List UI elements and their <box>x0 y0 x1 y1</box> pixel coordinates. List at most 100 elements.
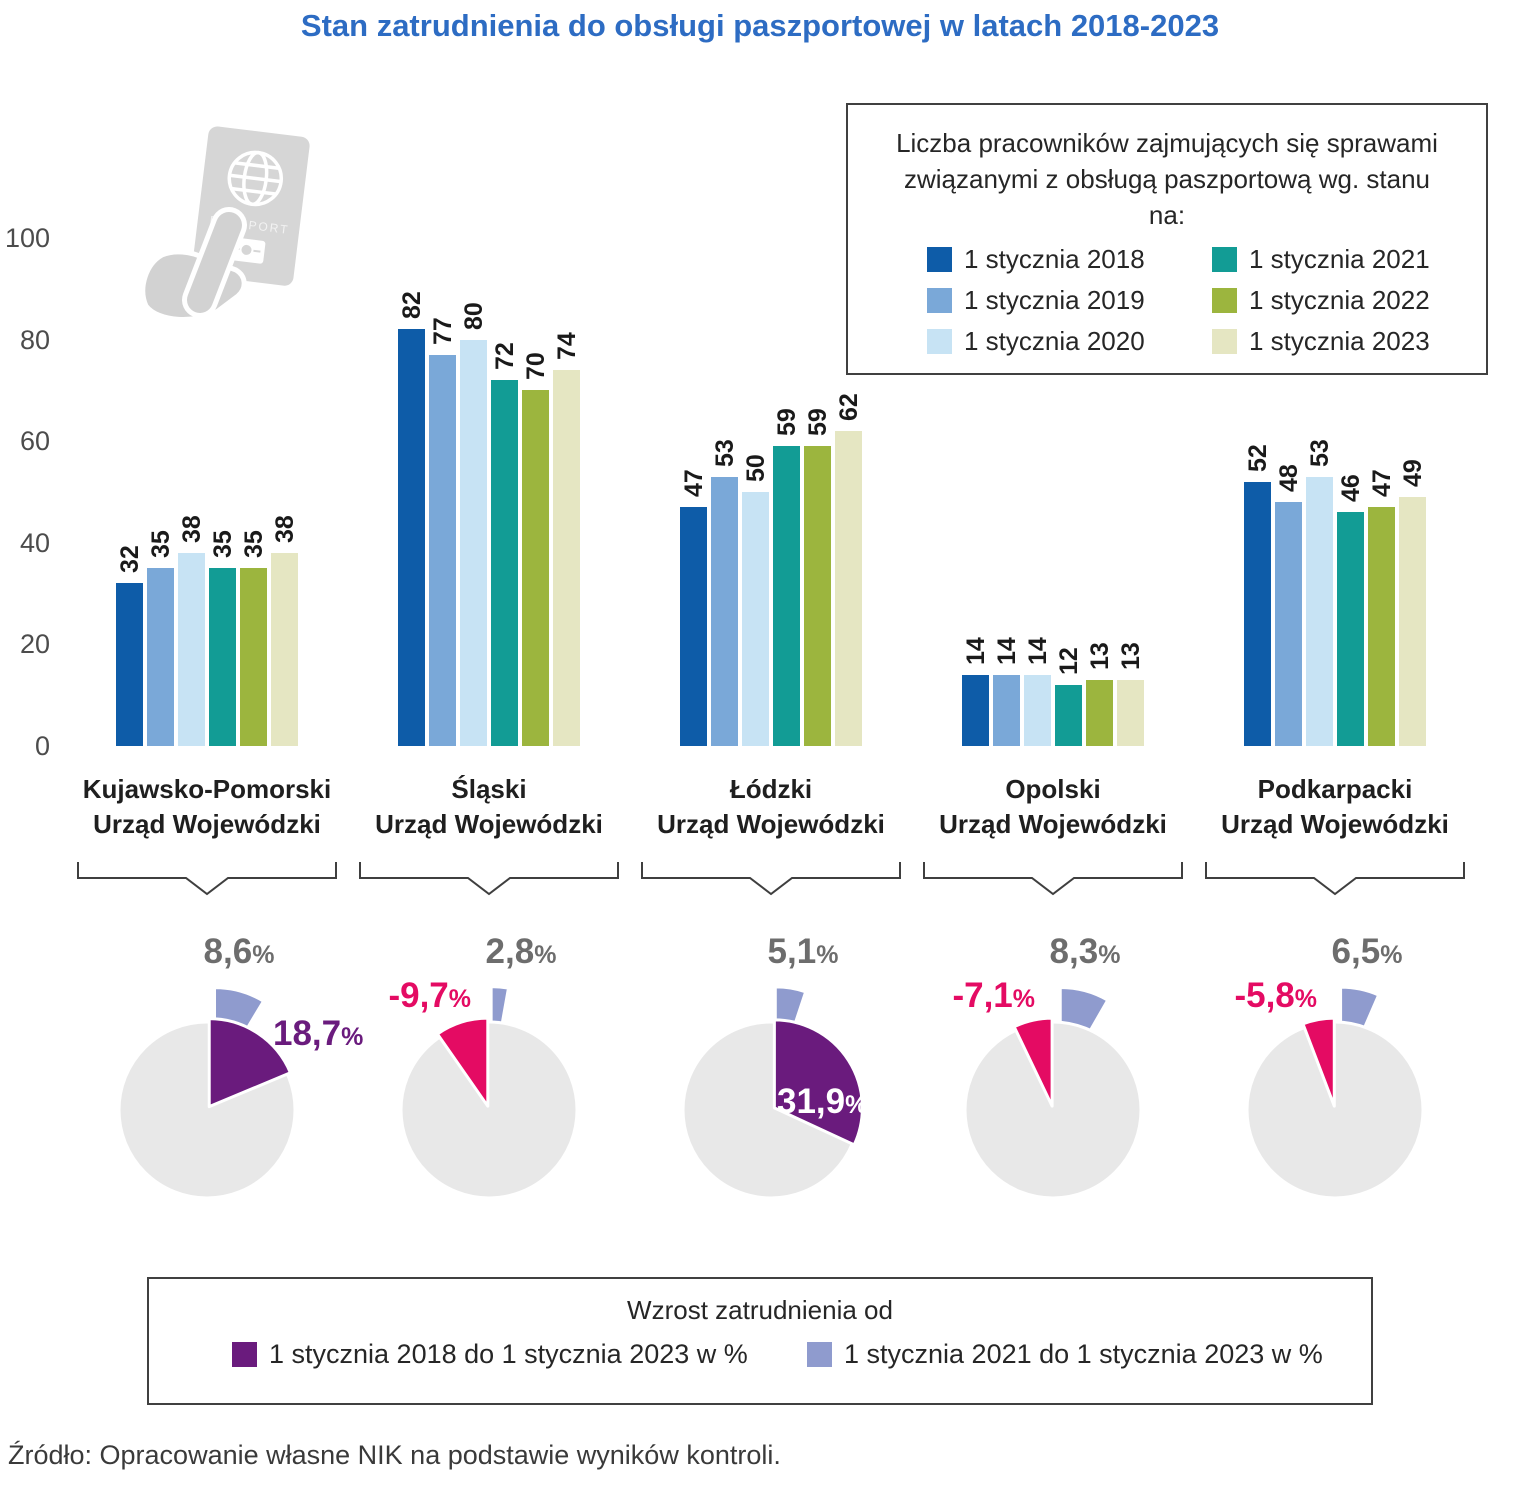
group-brace-icon <box>641 862 901 896</box>
legend-item-label: 1 stycznia 2022 <box>1249 285 1430 315</box>
pie-percent-value: 31,9 <box>777 1082 846 1121</box>
bar-value-label: 38 <box>270 515 299 543</box>
bar-value-label: 47 <box>679 469 708 498</box>
bar <box>1244 481 1271 746</box>
y-axis-tick: 60 <box>19 426 50 457</box>
group-brace-path <box>77 862 337 896</box>
bar-value-label: 38 <box>177 515 206 543</box>
bar-value-label: 53 <box>710 438 739 467</box>
bar-value-label: 14 <box>1023 637 1052 665</box>
bar <box>1086 679 1113 746</box>
bar <box>147 568 174 746</box>
legend-item-label: 1 stycznia 2019 <box>964 285 1145 315</box>
growth-legend-item-label: 1 stycznia 2021 do 1 stycznia 2023 w % <box>844 1339 1323 1369</box>
bar <box>522 390 549 746</box>
bar <box>460 339 487 746</box>
category-label-line: Urząd Wojewódzki <box>1221 809 1449 839</box>
bar-value-label: 50 <box>741 454 770 482</box>
bar <box>178 552 205 746</box>
legend-swatch <box>1212 329 1237 354</box>
bar-value-label: 48 <box>1274 464 1303 493</box>
category-label: Opolski Urząd Wojewódzki <box>893 772 1213 842</box>
pie-percent-value: 18,7 <box>273 1014 342 1053</box>
bar <box>1306 476 1333 746</box>
bar <box>742 492 769 746</box>
bar-value-label: 35 <box>208 530 237 559</box>
bar <box>711 476 738 746</box>
group-brace-icon <box>1205 862 1465 896</box>
bar-value-label: 32 <box>115 545 144 574</box>
bar <box>1275 502 1302 746</box>
legend-swatch <box>927 329 952 354</box>
bar-value-label: 13 <box>1085 642 1114 670</box>
bar-value-label: 62 <box>834 393 863 422</box>
group-brace-path <box>359 862 619 896</box>
category-label-line: Opolski <box>1005 774 1101 804</box>
growth-legend-title: Wzrost zatrudnienia od <box>627 1295 893 1325</box>
growth-legend-item-label: 1 stycznia 2018 do 1 stycznia 2023 w % <box>269 1339 748 1369</box>
legend-swatch <box>1212 288 1237 313</box>
page-title: Stan zatrudnienia do obsługi paszportowe… <box>300 8 1220 43</box>
legend-item-label: 1 stycznia 2020 <box>964 326 1145 356</box>
pie-percent-label: -5,8% <box>1234 976 1317 1016</box>
bar <box>993 674 1020 746</box>
bar-value-label: 12 <box>1054 647 1083 676</box>
pie-percent-value: -5,8 <box>1234 976 1295 1015</box>
legend-swatch <box>232 1342 257 1367</box>
legend-item-label: 1 stycznia 2018 <box>964 244 1145 274</box>
legend-swatch <box>1212 247 1237 272</box>
bar-value-label: 59 <box>772 408 801 437</box>
pie-percent-label: 5,1% <box>768 932 839 972</box>
bar-value-label: 14 <box>961 637 990 665</box>
source-note: Źródło: Opracowanie własne NIK na podsta… <box>8 1440 781 1470</box>
pie-percent-label: 8,6% <box>204 932 275 972</box>
pie-percent-value: -9,7 <box>388 976 449 1015</box>
hand-icon <box>140 207 247 322</box>
pie-slice-2018-2023 <box>1301 1016 1336 1108</box>
legend-swatch <box>927 288 952 313</box>
category-label: Kujawsko-Pomorski Urząd Wojewódzki <box>47 772 367 842</box>
bar <box>116 583 143 746</box>
pie-percent-value: 8,3 <box>1049 932 1099 971</box>
growth-legend-item: 1 stycznia 2018 do 1 stycznia 2023 w % <box>232 1341 748 1368</box>
category-label: Śląski Urząd Wojewódzki <box>329 772 649 842</box>
pie-percent-value: -7,1 <box>952 976 1013 1015</box>
bar <box>240 568 267 746</box>
bar-value-label: 70 <box>521 352 550 381</box>
group-brace-icon <box>359 862 619 896</box>
legend-item: 1 stycznia 2023 <box>1212 328 1430 355</box>
pie-percent-label: 31,9% <box>777 1082 867 1122</box>
bar-series-legend: Liczba pracowników zajmujących się spraw… <box>846 103 1488 375</box>
group-brace-path <box>1205 862 1465 896</box>
bar <box>835 431 862 746</box>
pie-percent-value: 2,8 <box>485 932 535 971</box>
percent-sign: % <box>341 1023 364 1051</box>
passport-icon: PASSPORT <box>140 126 310 322</box>
percent-sign: % <box>448 985 471 1013</box>
growth-legend: Wzrost zatrudnienia od 1 stycznia 2018 d… <box>147 1277 1373 1405</box>
group-brace-icon <box>923 862 1183 896</box>
percent-sign: % <box>534 941 557 969</box>
bar-value-label: 47 <box>1367 469 1396 498</box>
bar <box>1368 507 1395 746</box>
pie-percent-label: -7,1% <box>952 976 1035 1016</box>
pie-percent-value: 8,6 <box>203 932 253 971</box>
category-label-line: Kujawsko-Pomorski <box>82 774 332 804</box>
bar-value-label: 13 <box>1116 642 1145 670</box>
legend-item: 1 stycznia 2019 <box>927 287 1145 314</box>
bar <box>1399 497 1426 746</box>
bar-value-label: 59 <box>803 408 832 437</box>
category-label-line: Urząd Wojewódzki <box>657 809 885 839</box>
category-label-line: Śląski <box>451 774 527 804</box>
bar-value-label: 52 <box>1243 444 1272 472</box>
bar <box>429 354 456 746</box>
bar-value-label: 53 <box>1305 438 1334 467</box>
pie-percent-label: 6,5% <box>1332 932 1403 972</box>
bar-value-label: 35 <box>239 530 268 559</box>
legend-swatch <box>807 1342 832 1367</box>
bar <box>680 507 707 746</box>
bar <box>962 674 989 746</box>
category-label-line: Łódzki <box>729 774 813 804</box>
pie-chart <box>399 986 579 1200</box>
y-axis-tick: 100 <box>4 223 50 253</box>
